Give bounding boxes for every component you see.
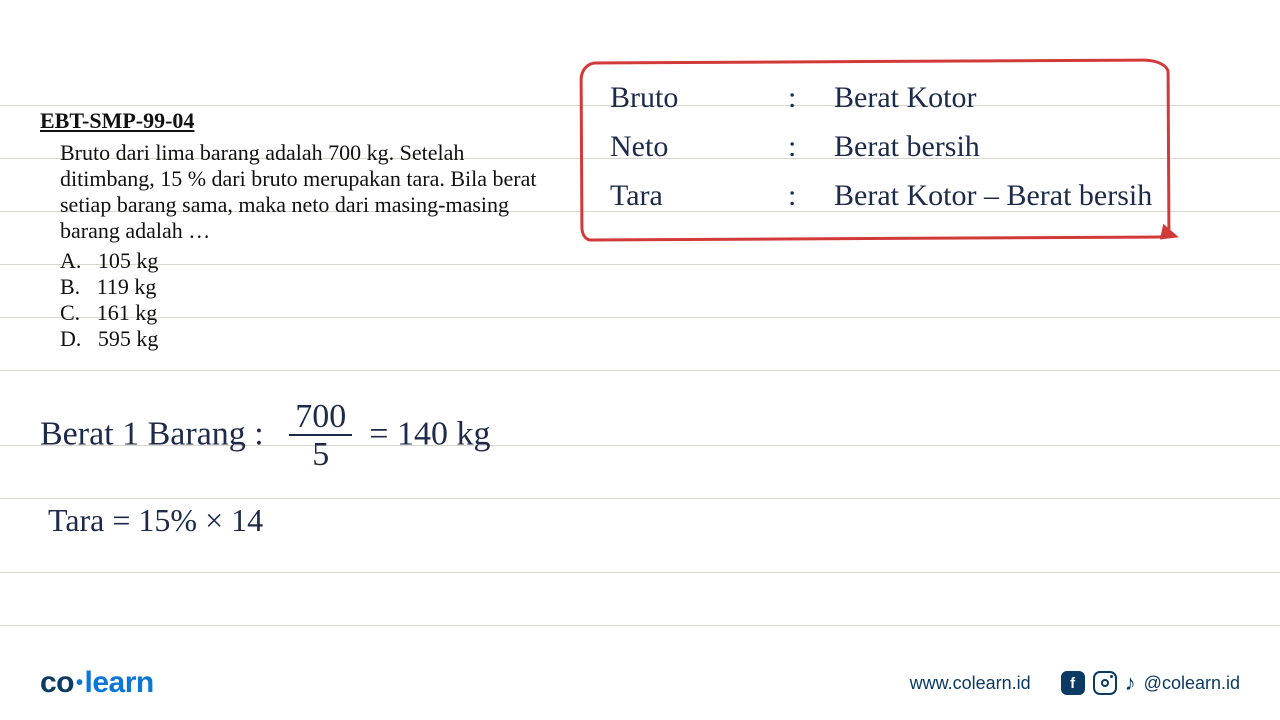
working-line-1-result: = 140 kg (369, 416, 490, 453)
option-b-text: 119 kg (97, 274, 157, 299)
option-a-text: 105 kg (98, 248, 159, 273)
question-id: EBT-SMP-99-04 (40, 108, 560, 134)
fraction-numerator: 700 (289, 400, 352, 436)
brand-co: co (40, 666, 74, 699)
definition-term: Neto (610, 127, 760, 166)
options-list: A. 105 kg B. 119 kg C. 161 kg D. 595 kg (40, 248, 560, 352)
question-text: Bruto dari lima barang adalah 700 kg. Se… (40, 140, 560, 244)
rule-line (0, 498, 1280, 499)
working-line-1: Berat 1 Barang : 700 5 = 140 kg (40, 400, 490, 473)
option-a: A. 105 kg (60, 248, 560, 274)
brand-learn: learn (85, 666, 154, 699)
working-line-1-label: Berat 1 Barang : (40, 416, 264, 453)
option-c-text: 161 kg (97, 300, 158, 325)
colon: : (788, 176, 806, 215)
option-d: D. 595 kg (60, 326, 560, 352)
rule-line (0, 572, 1280, 573)
question-block: EBT-SMP-99-04 Bruto dari lima barang ada… (40, 108, 560, 352)
page: EBT-SMP-99-04 Bruto dari lima barang ada… (0, 0, 1280, 720)
brand-logo: co•learn (40, 666, 154, 700)
definition-term: Bruto (610, 78, 760, 117)
social-icons: f ♪ @colearn.id (1061, 670, 1240, 696)
rule-line (0, 370, 1280, 371)
definition-row: Neto : Berat bersih (610, 127, 1152, 166)
instagram-icon (1093, 671, 1117, 695)
social-handle: @colearn.id (1144, 673, 1240, 694)
rule-line (0, 625, 1280, 626)
facebook-icon: f (1061, 671, 1085, 695)
definition-term: Tara (610, 176, 760, 215)
fraction: 700 5 (289, 400, 352, 473)
colon: : (788, 78, 806, 117)
definition-value: Berat Kotor – Berat bersih (834, 176, 1152, 215)
site-url: www.colearn.id (910, 673, 1031, 694)
definitions-text: Bruto : Berat Kotor Neto : Berat bersih … (610, 78, 1152, 225)
footer: co•learn www.colearn.id f ♪ @colearn.id (0, 656, 1280, 720)
definition-value: Berat bersih (834, 127, 980, 166)
definition-row: Bruto : Berat Kotor (610, 78, 1152, 117)
tiktok-icon: ♪ (1125, 670, 1136, 696)
option-b: B. 119 kg (60, 274, 560, 300)
option-d-text: 595 kg (98, 326, 159, 351)
brand-dot: • (76, 672, 83, 694)
definition-row: Tara : Berat Kotor – Berat bersih (610, 176, 1152, 215)
option-c: C. 161 kg (60, 300, 560, 326)
definition-value: Berat Kotor (834, 78, 976, 117)
working-line-2: Tara = 15% × 14 (48, 500, 263, 542)
colon: : (788, 127, 806, 166)
fraction-denominator: 5 (289, 436, 352, 473)
